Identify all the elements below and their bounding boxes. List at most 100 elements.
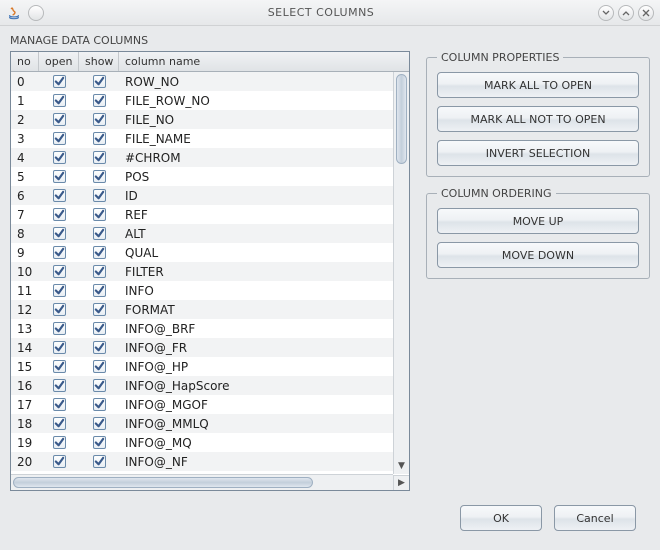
checkbox-icon[interactable] xyxy=(93,360,106,373)
cell-open[interactable] xyxy=(39,75,79,88)
cell-open[interactable] xyxy=(39,341,79,354)
checkbox-icon[interactable] xyxy=(93,151,106,164)
table-row[interactable]: 20INFO@_NF xyxy=(11,452,409,471)
invert-selection-button[interactable]: INVERT SELECTION xyxy=(437,140,639,166)
checkbox-icon[interactable] xyxy=(93,322,106,335)
checkbox-icon[interactable] xyxy=(53,284,66,297)
cell-open[interactable] xyxy=(39,322,79,335)
cell-show[interactable] xyxy=(79,322,119,335)
cancel-button[interactable]: Cancel xyxy=(554,505,636,531)
table-row[interactable]: 6ID xyxy=(11,186,409,205)
cell-show[interactable] xyxy=(79,170,119,183)
checkbox-icon[interactable] xyxy=(93,246,106,259)
table-row[interactable]: 10FILTER xyxy=(11,262,409,281)
checkbox-icon[interactable] xyxy=(53,398,66,411)
cell-open[interactable] xyxy=(39,379,79,392)
checkbox-icon[interactable] xyxy=(53,303,66,316)
horizontal-scrollbar[interactable]: ▶ xyxy=(11,474,393,490)
vertical-scrollbar[interactable]: ▼ xyxy=(393,72,409,474)
checkbox-icon[interactable] xyxy=(53,379,66,392)
move-down-button[interactable]: MOVE DOWN xyxy=(437,242,639,268)
cell-show[interactable] xyxy=(79,360,119,373)
table-row[interactable]: 4#CHROM xyxy=(11,148,409,167)
scrollbar-thumb[interactable] xyxy=(13,477,313,488)
table-row[interactable]: 8ALT xyxy=(11,224,409,243)
checkbox-icon[interactable] xyxy=(93,75,106,88)
checkbox-icon[interactable] xyxy=(53,322,66,335)
minimize-button[interactable] xyxy=(598,5,614,21)
table-row[interactable]: 14INFO@_FR xyxy=(11,338,409,357)
table-row[interactable]: 13INFO@_BRF xyxy=(11,319,409,338)
cell-show[interactable] xyxy=(79,132,119,145)
table-row[interactable]: 16INFO@_HapScore xyxy=(11,376,409,395)
cell-open[interactable] xyxy=(39,170,79,183)
cell-show[interactable] xyxy=(79,75,119,88)
checkbox-icon[interactable] xyxy=(53,75,66,88)
cell-open[interactable] xyxy=(39,436,79,449)
cell-show[interactable] xyxy=(79,417,119,430)
header-show[interactable]: show xyxy=(79,52,119,71)
cell-show[interactable] xyxy=(79,189,119,202)
cell-show[interactable] xyxy=(79,265,119,278)
mark-all-open-button[interactable]: MARK ALL TO OPEN xyxy=(437,72,639,98)
cell-open[interactable] xyxy=(39,151,79,164)
cell-show[interactable] xyxy=(79,246,119,259)
checkbox-icon[interactable] xyxy=(93,113,106,126)
cell-open[interactable] xyxy=(39,246,79,259)
checkbox-icon[interactable] xyxy=(93,284,106,297)
cell-show[interactable] xyxy=(79,303,119,316)
checkbox-icon[interactable] xyxy=(93,417,106,430)
checkbox-icon[interactable] xyxy=(53,265,66,278)
table-row[interactable]: 18INFO@_MMLQ xyxy=(11,414,409,433)
checkbox-icon[interactable] xyxy=(93,208,106,221)
checkbox-icon[interactable] xyxy=(53,417,66,430)
checkbox-icon[interactable] xyxy=(93,436,106,449)
table-row[interactable]: 12FORMAT xyxy=(11,300,409,319)
cell-open[interactable] xyxy=(39,360,79,373)
titlebar-menu-button[interactable] xyxy=(28,5,44,21)
cell-open[interactable] xyxy=(39,284,79,297)
table-row[interactable]: 11INFO xyxy=(11,281,409,300)
table-row[interactable]: 3FILE_NAME xyxy=(11,129,409,148)
checkbox-icon[interactable] xyxy=(53,341,66,354)
close-button[interactable] xyxy=(638,5,654,21)
table-row[interactable]: 15INFO@_HP xyxy=(11,357,409,376)
checkbox-icon[interactable] xyxy=(53,360,66,373)
table-row[interactable]: 17INFO@_MGOF xyxy=(11,395,409,414)
header-no[interactable]: no xyxy=(11,52,39,71)
checkbox-icon[interactable] xyxy=(93,379,106,392)
checkbox-icon[interactable] xyxy=(93,170,106,183)
cell-open[interactable] xyxy=(39,94,79,107)
scrollbar-thumb[interactable] xyxy=(396,74,407,164)
checkbox-icon[interactable] xyxy=(53,132,66,145)
cell-open[interactable] xyxy=(39,132,79,145)
scroll-down-arrow[interactable]: ▼ xyxy=(394,458,409,474)
header-name[interactable]: column name xyxy=(119,52,409,71)
table-row[interactable]: 1FILE_ROW_NO xyxy=(11,91,409,110)
cell-open[interactable] xyxy=(39,189,79,202)
cell-show[interactable] xyxy=(79,208,119,221)
checkbox-icon[interactable] xyxy=(93,303,106,316)
checkbox-icon[interactable] xyxy=(53,208,66,221)
table-row[interactable]: 2FILE_NO xyxy=(11,110,409,129)
cell-open[interactable] xyxy=(39,227,79,240)
checkbox-icon[interactable] xyxy=(93,341,106,354)
cell-open[interactable] xyxy=(39,455,79,468)
header-open[interactable]: open xyxy=(39,52,79,71)
cell-show[interactable] xyxy=(79,455,119,468)
cell-show[interactable] xyxy=(79,379,119,392)
cell-show[interactable] xyxy=(79,94,119,107)
table-row[interactable]: 5POS xyxy=(11,167,409,186)
checkbox-icon[interactable] xyxy=(53,246,66,259)
checkbox-icon[interactable] xyxy=(93,189,106,202)
checkbox-icon[interactable] xyxy=(93,398,106,411)
table-row[interactable]: 9QUAL xyxy=(11,243,409,262)
checkbox-icon[interactable] xyxy=(53,113,66,126)
table-row[interactable]: 0ROW_NO xyxy=(11,72,409,91)
cell-open[interactable] xyxy=(39,417,79,430)
checkbox-icon[interactable] xyxy=(53,170,66,183)
scroll-right-arrow[interactable]: ▶ xyxy=(393,475,409,490)
mark-all-not-open-button[interactable]: MARK ALL NOT TO OPEN xyxy=(437,106,639,132)
maximize-button[interactable] xyxy=(618,5,634,21)
checkbox-icon[interactable] xyxy=(53,436,66,449)
